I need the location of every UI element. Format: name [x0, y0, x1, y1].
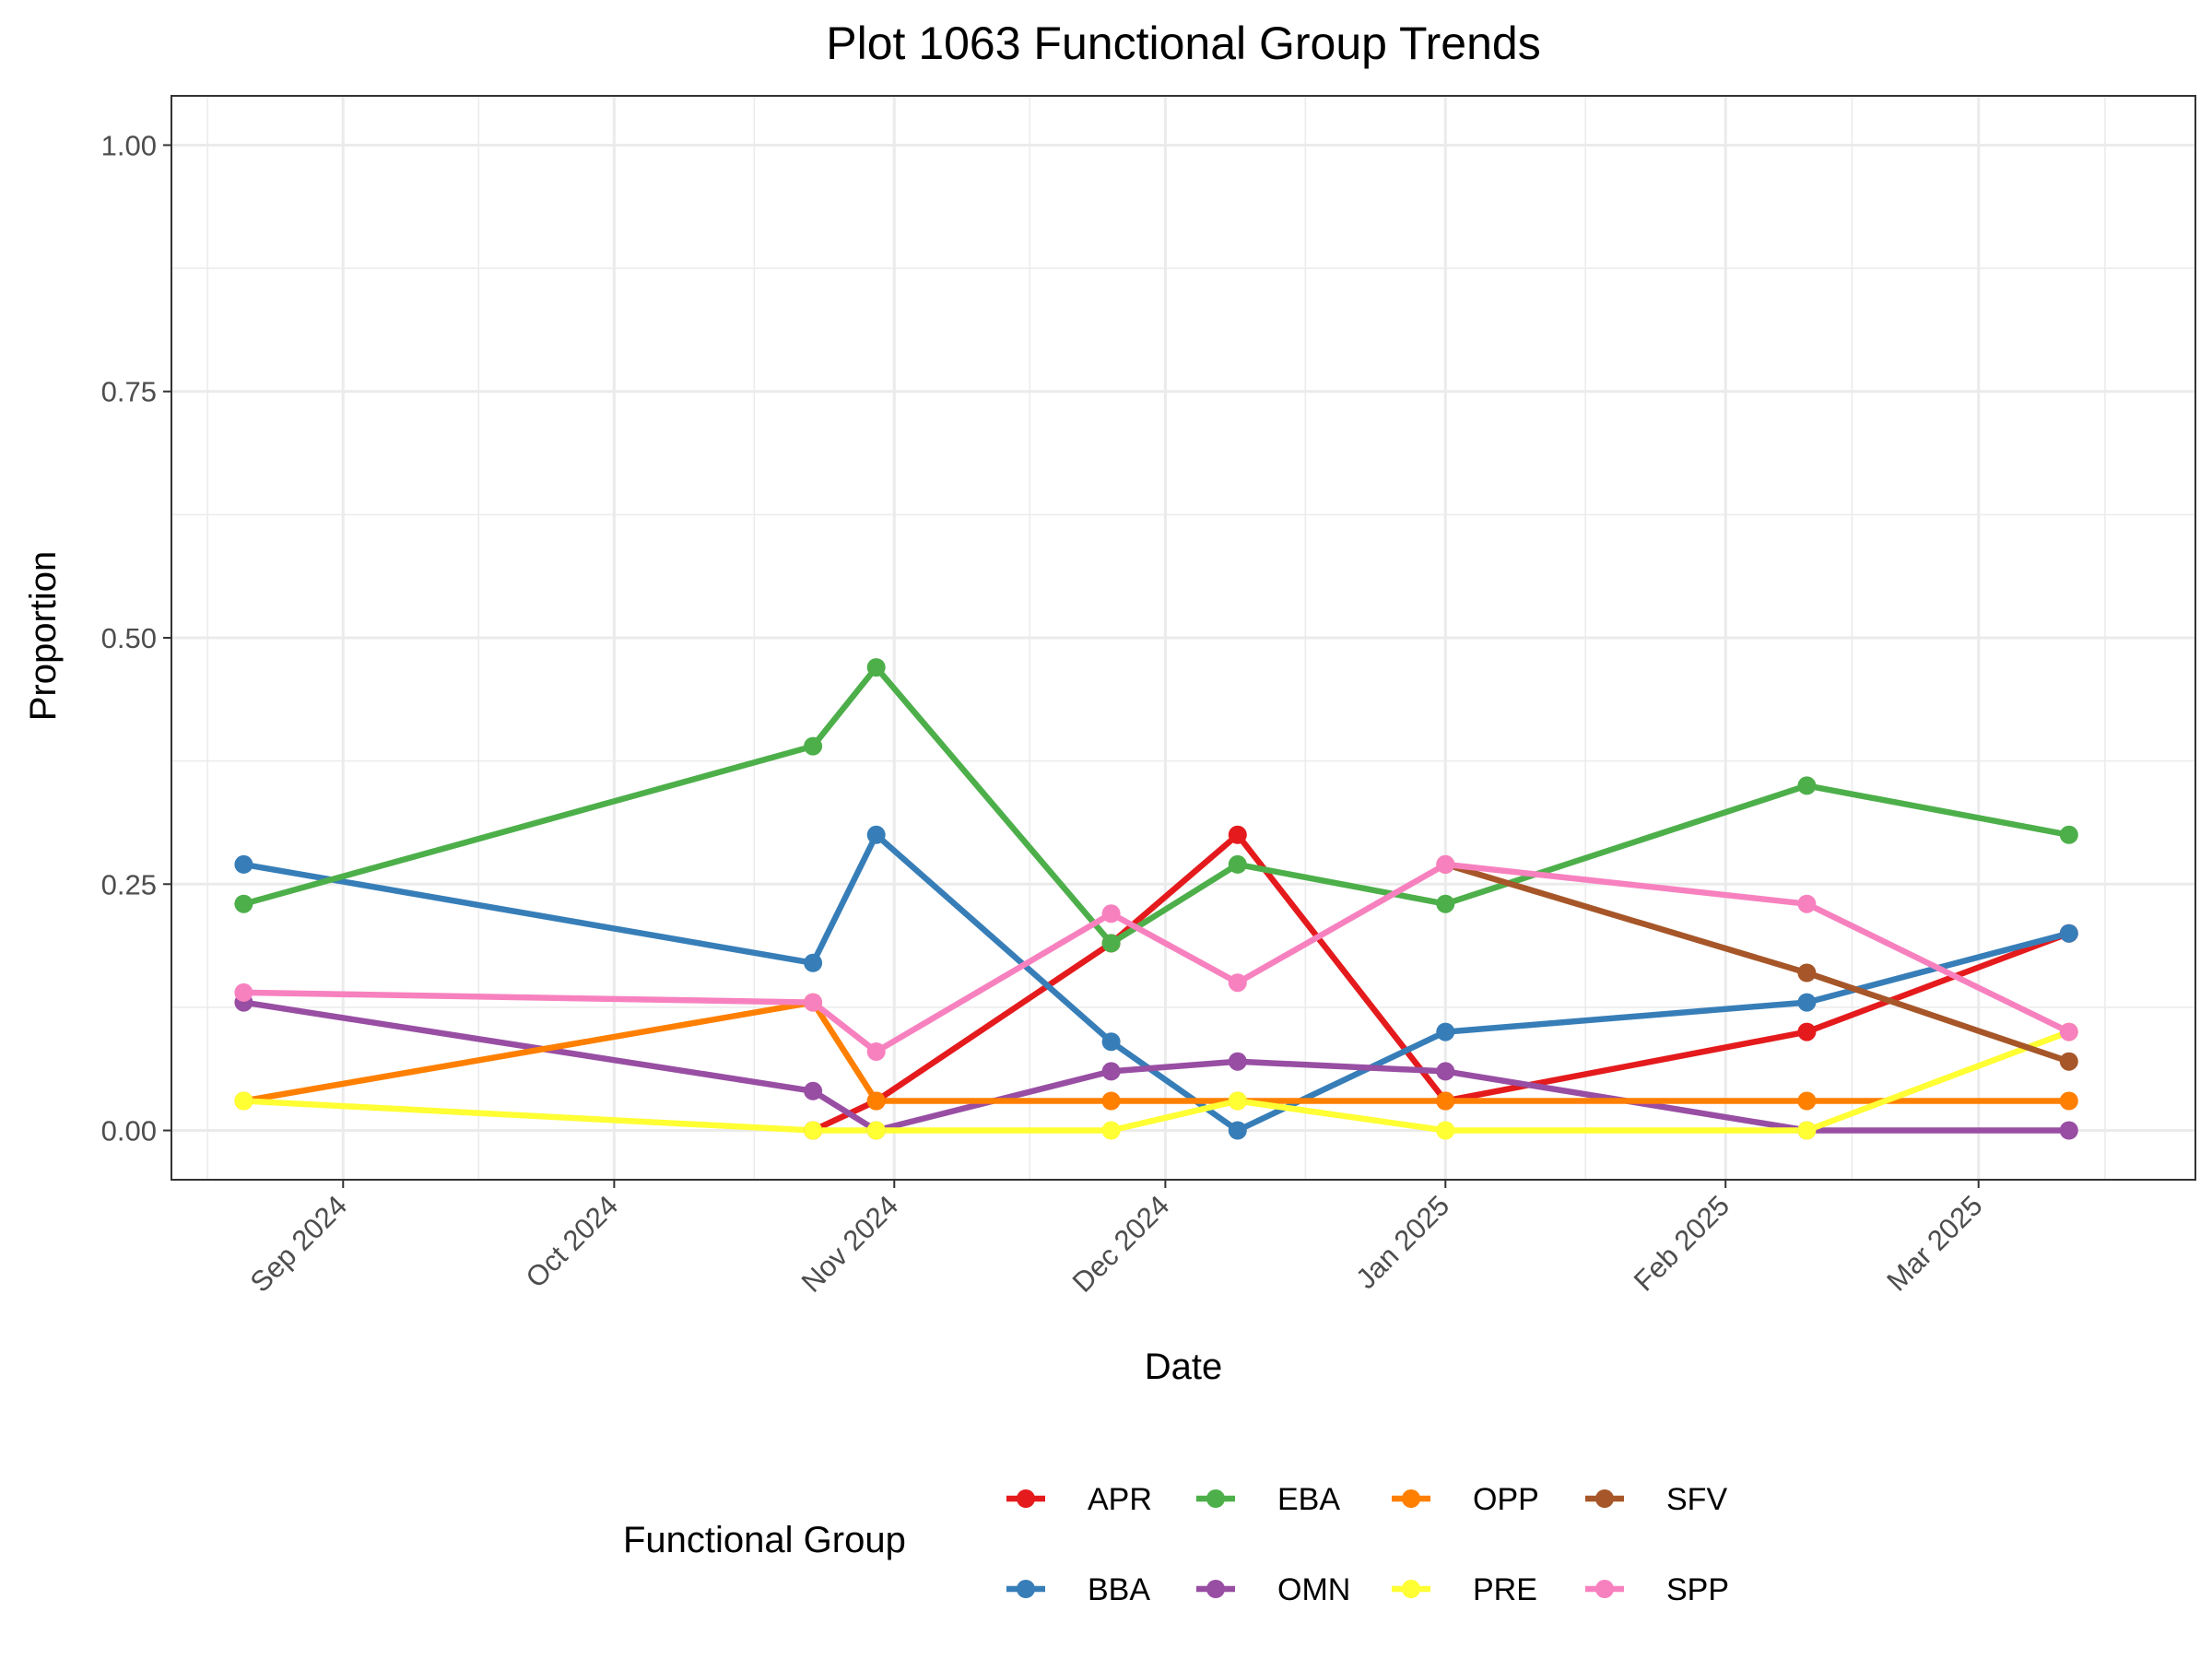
data-point-eba: [1436, 894, 1455, 913]
data-point-bba: [2059, 924, 2078, 943]
data-point-eba: [866, 658, 886, 677]
data-point-spp: [2059, 1022, 2078, 1041]
series-points: [234, 658, 2078, 1140]
data-point-eba: [1797, 776, 1817, 795]
y-axis: 0.00 0.25 0.50 0.75 1.00: [101, 129, 171, 1147]
data-point-opp: [866, 1091, 886, 1111]
legend-label: SFV: [1666, 1482, 1727, 1517]
legend-key-point: [1595, 1489, 1614, 1508]
legend-key-point: [1017, 1580, 1035, 1598]
legend-item-bba: BBA: [1006, 1572, 1150, 1607]
legend-label: BBA: [1088, 1572, 1150, 1607]
data-point-spp: [866, 1042, 886, 1061]
data-point-bba: [1797, 993, 1817, 1012]
legend: Functional Group APR BBA EBA OMN OPP PRE SFV SP…: [623, 1482, 1729, 1607]
chart-title: Plot 1063 Functional Group Trends: [826, 18, 1540, 69]
data-point-eba: [1228, 854, 1247, 874]
data-point-opp: [1797, 1091, 1817, 1111]
legend-label: PRE: [1473, 1572, 1537, 1607]
data-point-pre: [1228, 1091, 1247, 1111]
legend-key-point: [1595, 1580, 1614, 1598]
legend-key-point: [1206, 1580, 1225, 1598]
legend-key-point: [1206, 1489, 1225, 1508]
data-point-eba: [234, 894, 253, 913]
legend-item-spp: SPP: [1585, 1572, 1729, 1607]
data-point-apr: [1797, 1022, 1817, 1041]
data-point-pre: [1436, 1121, 1455, 1140]
data-point-spp: [1228, 973, 1247, 993]
y-tick-label: 0.50: [101, 622, 157, 654]
data-point-eba: [804, 736, 823, 756]
data-point-apr: [1228, 825, 1247, 844]
data-point-bba: [1101, 1032, 1121, 1052]
data-point-pre: [234, 1091, 253, 1111]
data-point-eba: [1101, 934, 1121, 953]
series-line-spp: [243, 861, 2071, 1055]
legend-items: APR BBA EBA OMN OPP PRE SFV SPP: [1006, 1482, 1729, 1607]
data-point-sfv: [2059, 1052, 2078, 1071]
data-point-pre: [866, 1121, 886, 1140]
legend-title: Functional Group: [623, 1520, 906, 1560]
legend-label: OMN: [1277, 1572, 1350, 1607]
data-point-bba: [804, 953, 823, 972]
series-line-opp: [242, 999, 2069, 1104]
data-point-omn: [1101, 1062, 1121, 1081]
data-point-bba: [866, 825, 886, 844]
data-point-omn: [804, 1081, 823, 1100]
data-point-sfv: [1797, 963, 1817, 982]
data-point-pre: [1101, 1121, 1121, 1140]
legend-item-eba: EBA: [1196, 1482, 1340, 1517]
y-tick-label: 1.00: [101, 129, 157, 161]
data-point-spp: [804, 993, 823, 1012]
data-point-pre: [804, 1121, 823, 1140]
legend-item-pre: PRE: [1392, 1572, 1537, 1607]
legend-key-point: [1017, 1489, 1035, 1508]
legend-label: APR: [1088, 1482, 1152, 1517]
data-point-pre: [1797, 1121, 1817, 1140]
y-tick-label: 0.25: [101, 868, 157, 900]
data-point-opp: [2059, 1091, 2078, 1111]
legend-key-point: [1402, 1580, 1420, 1598]
data-point-bba: [1436, 1022, 1455, 1041]
data-point-omn: [2059, 1121, 2078, 1140]
data-point-spp: [1436, 854, 1455, 874]
data-point-spp: [1797, 894, 1817, 913]
data-point-spp: [1101, 904, 1121, 924]
series-line-eba: [242, 664, 2070, 947]
y-tick-label: 0.75: [101, 376, 157, 408]
legend-label: OPP: [1473, 1482, 1539, 1517]
legend-label: EBA: [1277, 1482, 1340, 1517]
data-point-opp: [1436, 1091, 1455, 1111]
legend-item-sfv: SFV: [1585, 1482, 1727, 1517]
x-axis-title: Date: [1145, 1347, 1223, 1387]
series-line-pre: [243, 1029, 2070, 1134]
data-point-eba: [2059, 825, 2078, 844]
series-line-bba: [242, 831, 2070, 1134]
y-axis-title: Proportion: [23, 551, 64, 722]
data-point-bba: [234, 854, 253, 874]
legend-item-omn: OMN: [1196, 1572, 1350, 1607]
data-point-omn: [1228, 1052, 1247, 1071]
data-point-opp: [1101, 1091, 1121, 1111]
data-point-bba: [1228, 1121, 1247, 1140]
data-point-spp: [234, 982, 253, 1002]
legend-label: SPP: [1666, 1572, 1729, 1607]
legend-item-opp: OPP: [1392, 1482, 1539, 1517]
series-line-omn: [242, 999, 2069, 1134]
data-point-omn: [1436, 1062, 1455, 1081]
legend-key-point: [1402, 1489, 1420, 1508]
legend-item-apr: APR: [1006, 1482, 1152, 1517]
y-tick-label: 0.00: [101, 1115, 157, 1147]
